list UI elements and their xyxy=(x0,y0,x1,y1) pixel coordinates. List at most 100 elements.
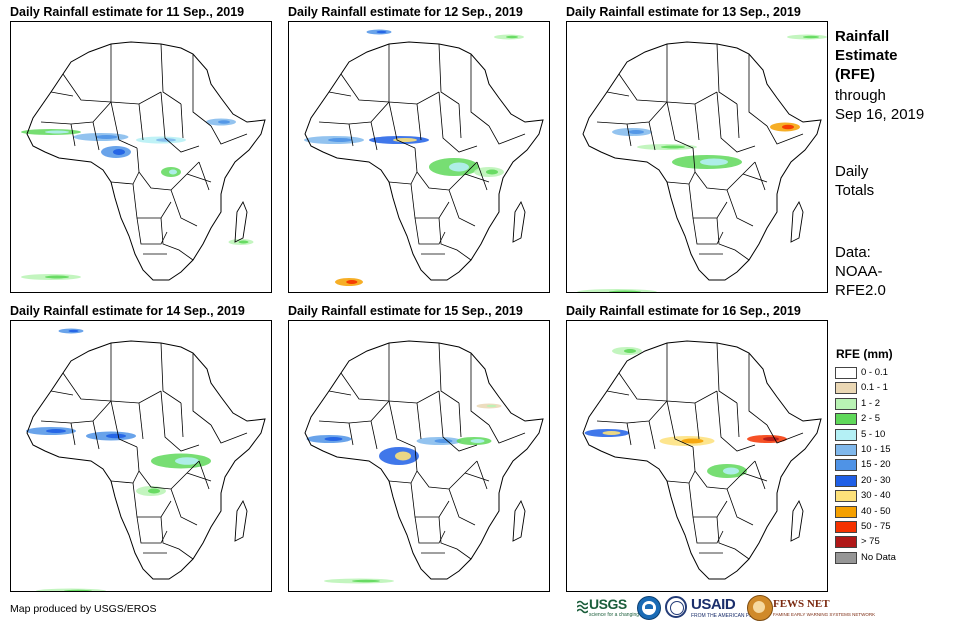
country-border xyxy=(464,472,490,482)
rainfall-patch xyxy=(113,149,125,155)
country-border xyxy=(160,43,182,105)
usaid-tagline: FROM THE AMERICAN PEOPLE xyxy=(691,613,766,619)
sidebar-title-line: Estimate xyxy=(835,47,898,64)
coastline xyxy=(582,41,822,281)
rainfall-patch xyxy=(506,35,518,39)
africa-map-graphic xyxy=(21,41,266,281)
rainfall-patch xyxy=(346,280,358,284)
rainfall-patch xyxy=(169,169,177,175)
credit-text: Map produced by USGS/EROS xyxy=(10,603,157,615)
coastline xyxy=(304,340,544,580)
legend-title: RFE (mm) xyxy=(836,347,893,361)
rainfall-map xyxy=(10,21,272,293)
country-border xyxy=(136,217,168,245)
country-border xyxy=(160,516,194,560)
country-border xyxy=(110,400,138,448)
rainfall-map xyxy=(566,21,828,293)
rainfall-patch xyxy=(470,439,485,443)
totals-line: Daily xyxy=(835,163,869,180)
country-border xyxy=(448,189,476,227)
country-border xyxy=(92,420,100,450)
country-border xyxy=(138,103,144,141)
rainfall-patch xyxy=(328,138,352,142)
madagascar-outline xyxy=(512,499,526,542)
country-border xyxy=(488,424,526,444)
africa-map-graphic xyxy=(577,34,827,292)
country-border xyxy=(388,400,416,448)
country-border xyxy=(170,488,198,526)
legend-swatch xyxy=(835,397,857,410)
country-border xyxy=(618,73,668,103)
country-border xyxy=(192,353,212,426)
country-border xyxy=(666,101,694,149)
country-border xyxy=(488,125,526,145)
map-panel-sep-16: Daily Rainfall estimate for 16 Sep., 201… xyxy=(566,303,828,592)
sidebar-title: Rainfall Estimate (RFE) xyxy=(835,27,898,84)
country-border xyxy=(348,422,354,446)
country-border xyxy=(180,103,184,139)
usgs-wordmark: USGS xyxy=(589,596,627,612)
country-border xyxy=(470,353,490,426)
panel-title: Daily Rainfall estimate for 12 Sep., 201… xyxy=(288,5,523,19)
rainfall-patch xyxy=(45,275,69,279)
legend-label: 20 - 30 xyxy=(861,474,891,486)
totals-note: Daily Totals xyxy=(835,162,874,200)
country-border xyxy=(464,173,490,183)
rainfall-patch xyxy=(106,433,126,439)
data-source-line: NOAA- xyxy=(835,263,883,280)
rainfall-patch xyxy=(46,429,66,433)
legend-label: 30 - 40 xyxy=(861,490,891,502)
rainfall-map xyxy=(288,320,550,592)
country-border xyxy=(70,422,76,446)
country-border xyxy=(180,402,184,438)
country-border xyxy=(688,482,728,518)
country-border xyxy=(416,103,422,141)
country-border xyxy=(388,343,440,404)
country-border xyxy=(136,516,168,544)
legend-swatch xyxy=(835,428,857,441)
country-border xyxy=(438,91,478,153)
country-border xyxy=(198,161,210,191)
country-border xyxy=(328,390,352,396)
country-border xyxy=(438,390,478,452)
country-border xyxy=(438,516,472,560)
country-border xyxy=(754,460,766,490)
rainfall-map xyxy=(10,320,272,592)
country-border xyxy=(410,183,450,219)
country-border xyxy=(192,54,212,127)
country-border xyxy=(716,516,750,560)
coastline xyxy=(26,41,266,281)
country-border xyxy=(110,470,140,484)
legend-swatch xyxy=(835,367,857,379)
country-border xyxy=(626,422,632,446)
legend-swatch xyxy=(835,490,857,503)
through-label: through xyxy=(835,87,886,104)
country-border xyxy=(476,460,488,490)
country-border xyxy=(110,44,162,105)
rainfall-patch xyxy=(324,437,343,441)
country-border xyxy=(370,420,378,450)
country-border xyxy=(618,372,668,402)
country-border xyxy=(160,91,200,153)
country-border xyxy=(414,147,478,191)
country-border xyxy=(716,43,738,105)
country-border xyxy=(438,342,460,404)
legend-swatch xyxy=(835,443,857,456)
country-border xyxy=(132,482,172,518)
country-border xyxy=(716,342,738,404)
coastline xyxy=(582,340,822,580)
legend-swatch xyxy=(835,520,857,533)
panel-title: Daily Rainfall estimate for 13 Sep., 201… xyxy=(566,5,801,19)
legend-swatch xyxy=(835,474,857,487)
country-border xyxy=(328,91,352,97)
country-border xyxy=(388,101,416,149)
country-border xyxy=(160,217,194,261)
country-border xyxy=(742,173,768,183)
rainfall-patch xyxy=(434,439,453,443)
coastline xyxy=(304,41,544,281)
rainfall-patch xyxy=(782,124,794,130)
country-border xyxy=(726,189,754,227)
country-border xyxy=(414,217,446,245)
country-border xyxy=(606,390,630,396)
rainfall-patch xyxy=(602,431,621,435)
